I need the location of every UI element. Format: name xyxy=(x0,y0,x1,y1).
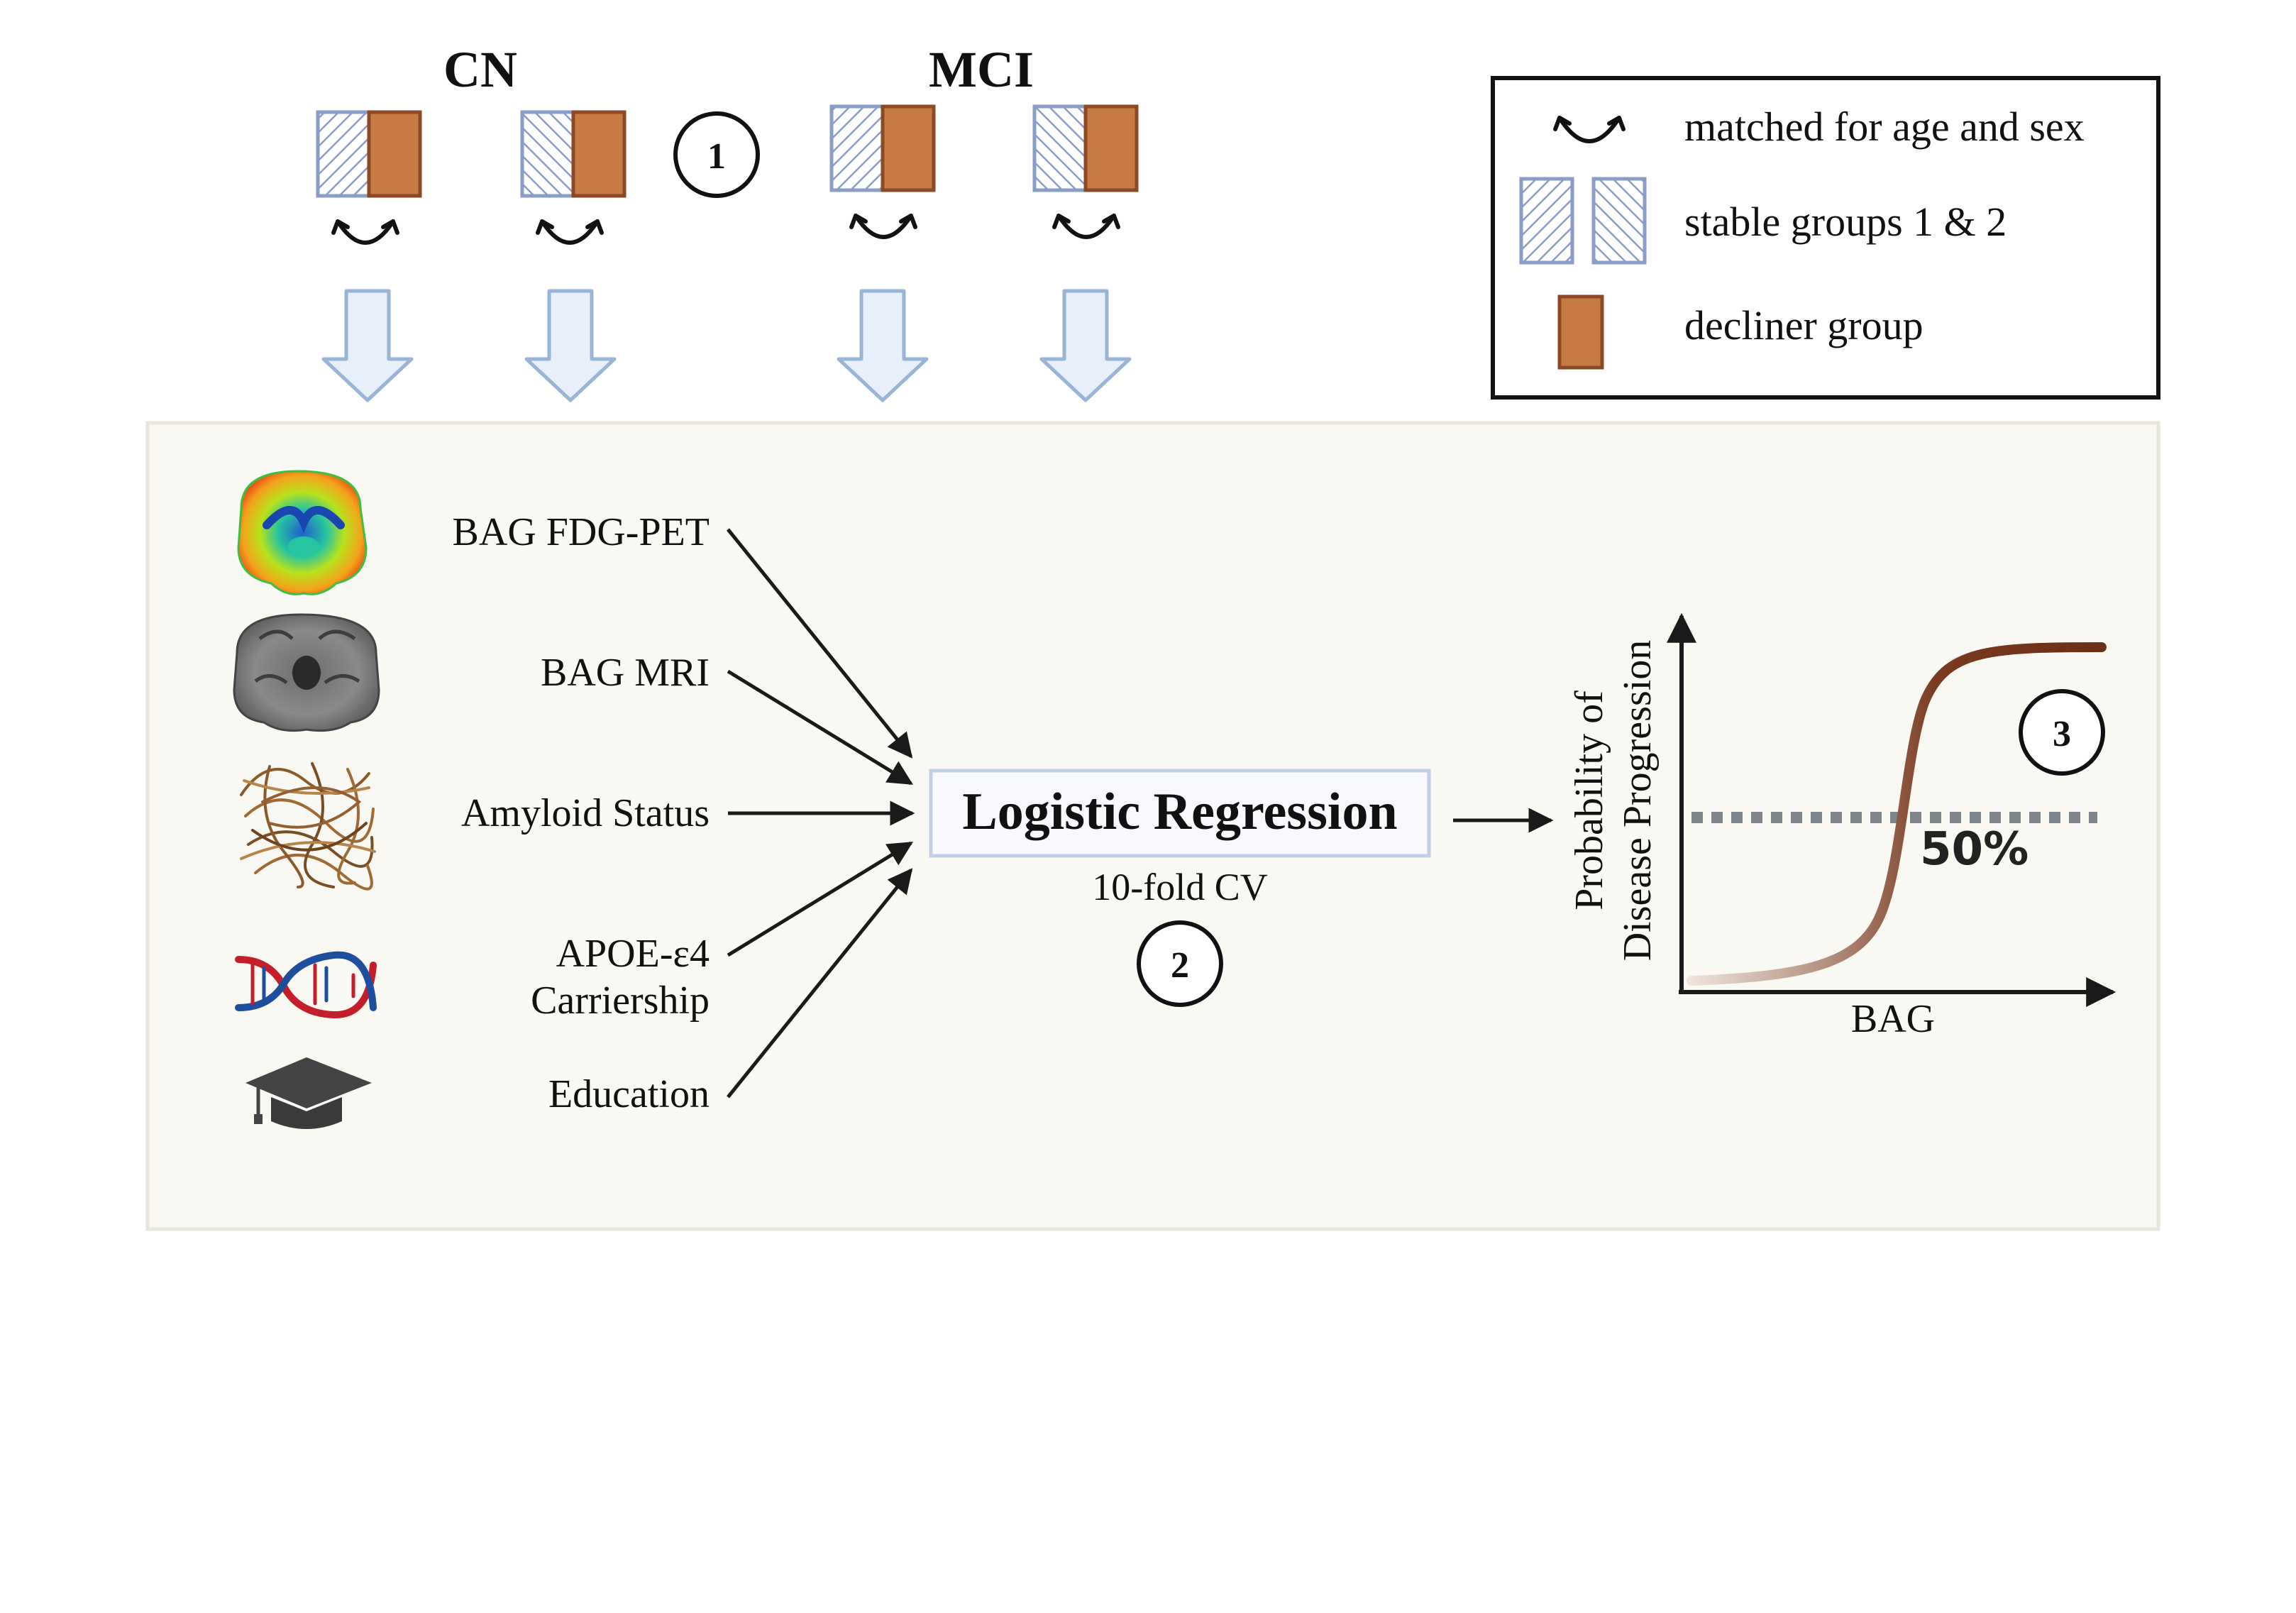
input-arrows xyxy=(727,528,915,1099)
decliner-group-box xyxy=(1083,104,1139,192)
legend-decliner-label: decliner group xyxy=(1684,302,1924,348)
stable-group-1-box xyxy=(316,110,371,198)
step-2-badge: 2 xyxy=(1137,920,1223,1007)
matched-arrow-icon xyxy=(1553,116,1626,143)
legend-stable-2-swatch xyxy=(1591,177,1647,265)
input-label-amyloid: Amyloid Status xyxy=(461,791,710,835)
decliner-group-box xyxy=(571,110,627,198)
model-box: Logistic Regression xyxy=(929,769,1431,858)
threshold-label: 50% xyxy=(1920,823,2029,876)
down-arrow-icon xyxy=(1039,289,1132,402)
cn-title: CN xyxy=(443,41,517,98)
legend-decliner-swatch xyxy=(1557,294,1604,370)
step-2-label: 2 xyxy=(1171,945,1189,986)
matched-arrow-icon xyxy=(331,219,399,245)
mci-pair-1 xyxy=(829,104,936,192)
graduation-cap-icon xyxy=(245,1057,372,1129)
x-axis-label: BAG xyxy=(1851,997,1935,1041)
input-label-bag-mri: BAG MRI xyxy=(541,651,710,695)
down-arrow-icon xyxy=(321,289,414,402)
down-arrow-icon xyxy=(524,289,617,402)
step-3-badge: 3 xyxy=(2019,689,2105,776)
probability-plot: 50% BAG Probability of Disease Progressi… xyxy=(1567,612,2116,1041)
input-label-bag-fdg-pet: BAG FDG-PET xyxy=(453,510,710,554)
cn-pair-2 xyxy=(520,110,627,198)
input-label-apoe-line1: APOE-ε4 xyxy=(556,932,710,976)
legend-box: matched for age and sex stable groups 1 … xyxy=(1491,76,2160,400)
mci-title: MCI xyxy=(929,41,1034,98)
down-arrow-icon xyxy=(837,289,929,402)
model-title: Logistic Regression xyxy=(962,783,1397,841)
matched-arrow-icon xyxy=(1052,214,1120,239)
input-label-apoe-line2: Carriership xyxy=(531,979,710,1023)
mci-pair-2 xyxy=(1032,104,1139,192)
matched-arrow-icon xyxy=(536,219,604,245)
pet-brain-icon xyxy=(237,470,368,595)
step-3-label: 3 xyxy=(2053,714,2071,754)
matched-arrow-icon xyxy=(849,214,917,239)
legend-matched-label: matched for age and sex xyxy=(1684,104,2085,150)
model-cv-label: 10-fold CV xyxy=(1092,866,1267,908)
mri-brain-icon xyxy=(233,613,380,732)
legend-stable-1-swatch xyxy=(1519,177,1574,265)
arrow-apoe-to-model xyxy=(727,841,913,957)
stable-group-2-box xyxy=(1032,104,1088,192)
input-label-education: Education xyxy=(548,1072,710,1116)
arrow-mri-to-model xyxy=(727,669,913,786)
dna-icon xyxy=(235,951,377,1019)
amyloid-fibers-icon xyxy=(240,762,376,891)
arrow-fdg-to-model xyxy=(727,528,913,759)
decliner-group-box xyxy=(367,110,422,198)
arrow-education-to-model xyxy=(727,868,913,1099)
step-1-badge: 1 xyxy=(673,111,760,198)
decliner-group-box xyxy=(881,104,936,192)
step-1-label: 1 xyxy=(707,136,726,177)
stable-group-1-box xyxy=(829,104,885,192)
sigmoid-curve xyxy=(1687,642,2107,986)
stable-group-2-box xyxy=(520,110,575,198)
legend-stable-label: stable groups 1 & 2 xyxy=(1684,199,2007,245)
y-axis-label-line1: Probability of xyxy=(1567,690,1611,910)
cn-pair-1 xyxy=(316,110,422,198)
y-axis-label-line2: Disease Progression xyxy=(1616,640,1660,962)
